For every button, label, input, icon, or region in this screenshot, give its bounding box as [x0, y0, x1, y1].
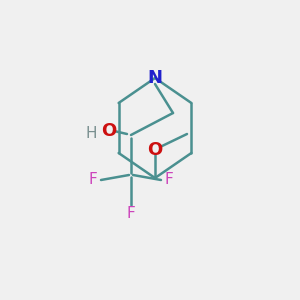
Text: F: F	[165, 172, 173, 188]
Text: O: O	[101, 122, 117, 140]
Text: O: O	[147, 141, 163, 159]
Text: H: H	[85, 125, 97, 140]
Text: F: F	[88, 172, 98, 188]
Text: N: N	[148, 69, 163, 87]
Text: F: F	[127, 206, 135, 220]
